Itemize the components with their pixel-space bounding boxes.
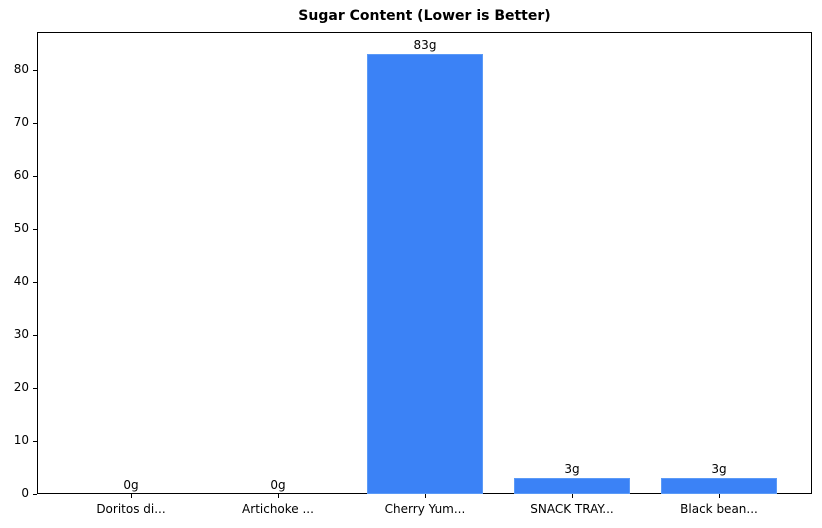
y-tick-label: 10 bbox=[13, 433, 29, 448]
bar-value-label: 83g bbox=[413, 38, 437, 53]
x-tick-mark bbox=[425, 494, 426, 498]
chart-title: Sugar Content (Lower is Better) bbox=[298, 8, 551, 24]
x-tick-label: Black bean... bbox=[680, 502, 758, 516]
x-tick-label: Artichoke ... bbox=[242, 502, 314, 516]
bar-value-label: 0g bbox=[123, 478, 139, 492]
x-tick-label: SNACK TRAY... bbox=[530, 502, 614, 516]
y-tick-mark bbox=[33, 388, 37, 390]
y-tick-label: 70 bbox=[13, 115, 29, 130]
x-tick-mark bbox=[131, 494, 132, 498]
x-tick-mark bbox=[719, 494, 720, 498]
y-tick-mark bbox=[33, 282, 37, 284]
y-tick-mark bbox=[33, 229, 37, 231]
y-tick-mark bbox=[33, 70, 37, 72]
y-tick-mark bbox=[33, 176, 37, 178]
x-tick-label: Cherry Yum... bbox=[384, 502, 466, 516]
y-tick-mark bbox=[33, 335, 37, 337]
y-tick-mark bbox=[33, 123, 37, 125]
bar-value-label: 0g bbox=[270, 478, 286, 492]
bar-value-label: 3g bbox=[564, 462, 580, 477]
y-tick-label: 80 bbox=[13, 62, 29, 77]
y-tick-mark bbox=[33, 441, 37, 443]
x-tick-mark bbox=[278, 494, 279, 498]
bar bbox=[514, 478, 630, 494]
y-tick-label: 60 bbox=[13, 168, 29, 183]
x-tick-mark bbox=[572, 494, 573, 498]
y-tick-mark bbox=[33, 494, 37, 495]
x-tick-label: Doritos di... bbox=[96, 502, 166, 516]
bar bbox=[367, 54, 483, 494]
bar bbox=[661, 478, 777, 494]
y-tick-label: 0 bbox=[21, 486, 29, 500]
y-tick-label: 40 bbox=[13, 274, 29, 289]
y-tick-label: 50 bbox=[13, 221, 29, 236]
y-tick-label: 20 bbox=[13, 380, 29, 395]
bar-value-label: 3g bbox=[711, 462, 727, 477]
y-tick-label: 30 bbox=[13, 327, 29, 342]
